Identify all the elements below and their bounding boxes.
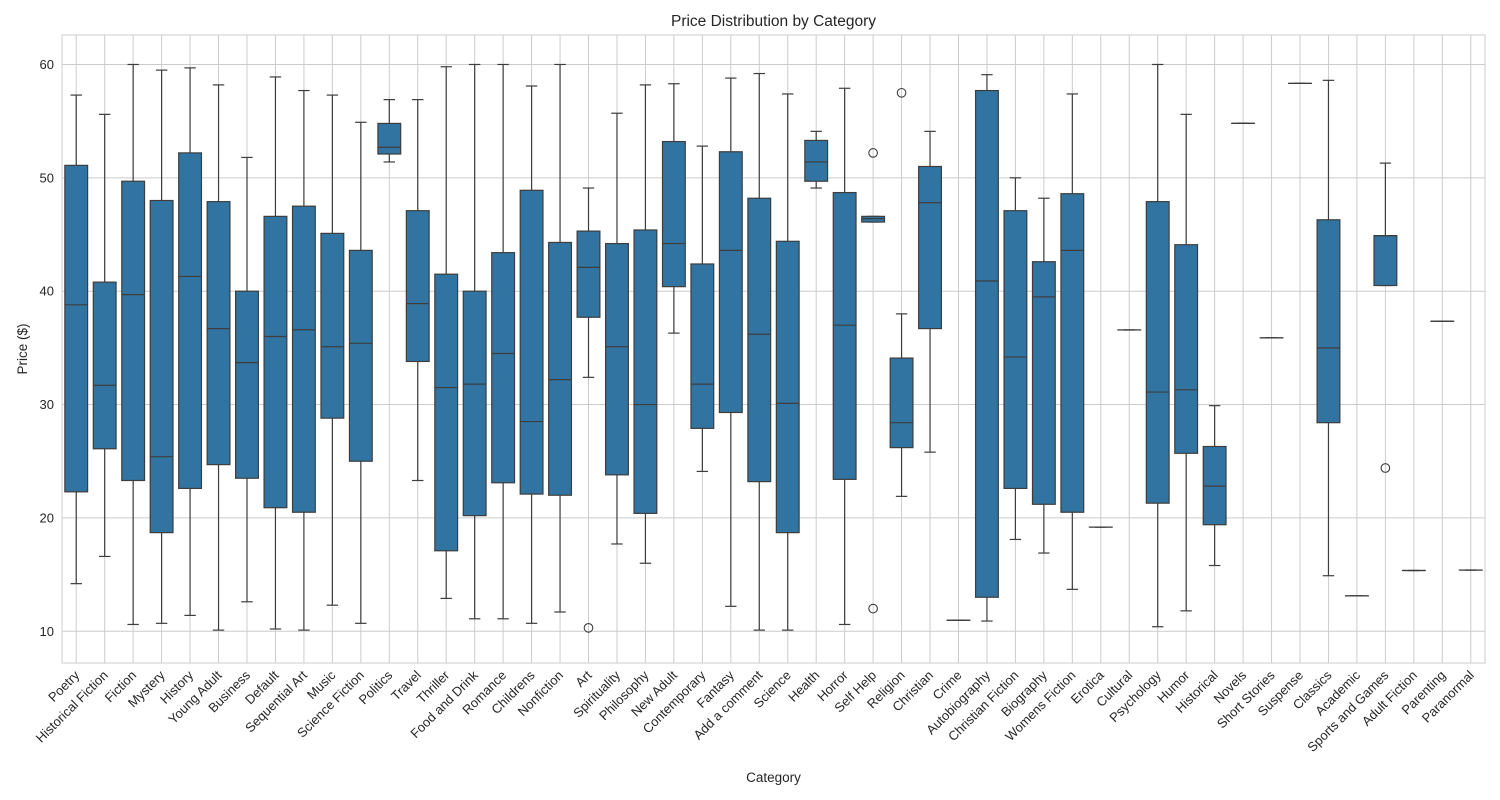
iqr-box xyxy=(889,357,914,449)
iqr-box xyxy=(149,199,174,534)
box-historical-fiction xyxy=(92,113,117,558)
box-womens-fiction xyxy=(1060,93,1085,590)
y-axis-label: Price ($) xyxy=(15,323,30,374)
iqr-box xyxy=(633,229,658,514)
iqr-box xyxy=(974,89,999,598)
y-tick-label: 50 xyxy=(40,170,54,185)
box-business xyxy=(235,156,259,603)
box-horror xyxy=(832,87,857,626)
x-axis-label: Category xyxy=(746,770,801,785)
box-food-and-drink xyxy=(462,63,487,620)
box-new-adult xyxy=(661,83,686,334)
x-tick-label: Health xyxy=(785,668,822,705)
iqr-box xyxy=(235,290,259,479)
box-mystery xyxy=(149,69,174,624)
iqr-box xyxy=(1316,219,1341,424)
iqr-box xyxy=(64,164,89,493)
outlier-point xyxy=(868,603,878,614)
iqr-box xyxy=(775,240,800,534)
y-axis-ticks: 10 20 30 40 50 60 xyxy=(40,57,54,639)
iqr-box xyxy=(1003,210,1028,490)
box-fiction xyxy=(121,63,146,626)
box-contemporary xyxy=(690,145,715,473)
box-science xyxy=(775,93,800,631)
iqr-box xyxy=(747,197,772,483)
iqr-box xyxy=(348,249,373,462)
iqr-box xyxy=(548,241,573,496)
iqr-box xyxy=(1031,261,1056,505)
iqr-box xyxy=(718,151,743,414)
box-fantasy xyxy=(718,77,743,607)
y-tick-label: 20 xyxy=(40,510,54,525)
boxes xyxy=(64,63,1483,633)
box-sports-and-games xyxy=(1373,162,1398,473)
box-thriller xyxy=(434,66,459,599)
box-history xyxy=(178,67,203,616)
iqr-box xyxy=(1145,201,1170,504)
box-nonfiction xyxy=(548,63,573,613)
box-poetry xyxy=(64,94,89,585)
iqr-box xyxy=(1060,193,1085,513)
iqr-box xyxy=(206,201,231,466)
chart-title: Price Distribution by Category xyxy=(671,13,876,30)
box-autobiography xyxy=(974,74,999,622)
box-historical xyxy=(1202,405,1227,567)
box-science-fiction xyxy=(348,121,373,624)
iqr-box xyxy=(1174,244,1199,454)
iqr-box xyxy=(405,210,430,363)
iqr-box xyxy=(320,232,345,419)
box-christian xyxy=(918,130,943,453)
box-romance xyxy=(491,63,516,620)
iqr-box xyxy=(263,215,288,509)
box-default xyxy=(263,76,288,630)
y-tick-label: 30 xyxy=(40,397,54,412)
box-add-a-comment xyxy=(747,72,772,631)
y-tick-label: 60 xyxy=(40,57,54,72)
iqr-box xyxy=(519,189,544,495)
box-humor xyxy=(1174,113,1199,612)
iqr-box xyxy=(832,191,857,480)
box-health xyxy=(804,130,829,189)
outlier-point xyxy=(896,87,907,98)
x-tick-label: Art xyxy=(572,667,595,690)
iqr-box xyxy=(377,122,402,155)
box-young-adult xyxy=(206,84,231,631)
box-travel xyxy=(405,99,430,482)
iqr-box xyxy=(1373,235,1398,287)
y-tick-label: 10 xyxy=(40,624,54,639)
box-art xyxy=(576,187,601,633)
iqr-box xyxy=(576,230,601,318)
box-politics xyxy=(377,99,402,163)
iqr-box xyxy=(804,139,829,182)
box-sequential-art xyxy=(291,89,316,631)
iqr-box xyxy=(121,180,146,482)
iqr-box xyxy=(690,263,715,429)
iqr-box xyxy=(291,205,316,513)
y-tick-label: 40 xyxy=(40,284,54,299)
outlier-point xyxy=(583,623,594,633)
box-self-help xyxy=(861,148,886,614)
iqr-box xyxy=(604,242,629,476)
iqr-box xyxy=(178,152,203,490)
iqr-box xyxy=(918,165,943,330)
box-classics xyxy=(1316,79,1341,577)
iqr-box xyxy=(92,281,117,450)
box-christian-fiction xyxy=(1003,177,1028,541)
box-music xyxy=(320,94,345,606)
iqr-box xyxy=(462,290,487,517)
box-spirituality xyxy=(604,112,629,545)
iqr-box xyxy=(491,252,516,484)
iqr-box xyxy=(661,140,686,288)
box-psychology xyxy=(1145,63,1170,628)
outlier-point xyxy=(868,148,878,158)
box-childrens xyxy=(519,85,544,624)
box-religion xyxy=(889,87,914,497)
outlier-point xyxy=(1380,463,1391,473)
iqr-box xyxy=(434,273,459,552)
box-philosophy xyxy=(633,84,658,564)
box-biography xyxy=(1031,197,1056,554)
